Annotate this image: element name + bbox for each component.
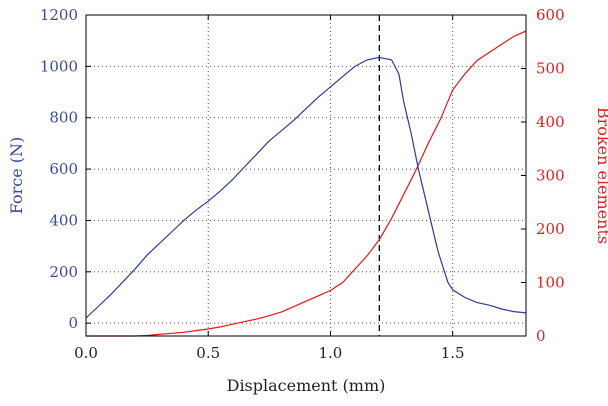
y-right-tick-label: 400 <box>536 113 565 131</box>
y-left-tick-label: 1200 <box>40 6 78 24</box>
x-axis-label: Displacement (mm) <box>227 376 386 395</box>
y-right-tick-label: 600 <box>536 6 565 24</box>
y-axis-right-label: Broken elements <box>594 107 608 244</box>
axis-ticks: 0.0 0.5 1.0 1.5 0 200 400 600 800 1000 1200 0 100 200… <box>40 6 565 362</box>
y-left-tick-label: 0 <box>68 314 78 332</box>
grid-lines <box>86 15 526 336</box>
y-left-tick-label: 400 <box>49 211 78 229</box>
series-line-broken-elements <box>86 30 527 337</box>
y-left-tick-label: 1000 <box>40 57 78 75</box>
y-left-tick-label: 800 <box>49 109 78 127</box>
y-axis-left-label: Force (N) <box>7 137 26 215</box>
y-left-tick-label: 200 <box>49 263 78 281</box>
y-right-tick-label: 200 <box>536 220 565 238</box>
y-left-tick-label: 600 <box>49 160 78 178</box>
x-tick-label: 0.5 <box>196 344 220 362</box>
plot-frame <box>85 14 527 337</box>
y-right-tick-label: 0 <box>536 327 546 345</box>
x-tick-label: 0.0 <box>74 344 98 362</box>
y-right-tick-label: 500 <box>536 60 565 78</box>
series-line-force <box>85 56 527 319</box>
x-tick-label: 1.5 <box>441 344 465 362</box>
y-right-tick-label: 100 <box>536 274 565 292</box>
y-right-tick-label: 300 <box>536 167 565 185</box>
x-tick-label: 1.0 <box>319 344 343 362</box>
